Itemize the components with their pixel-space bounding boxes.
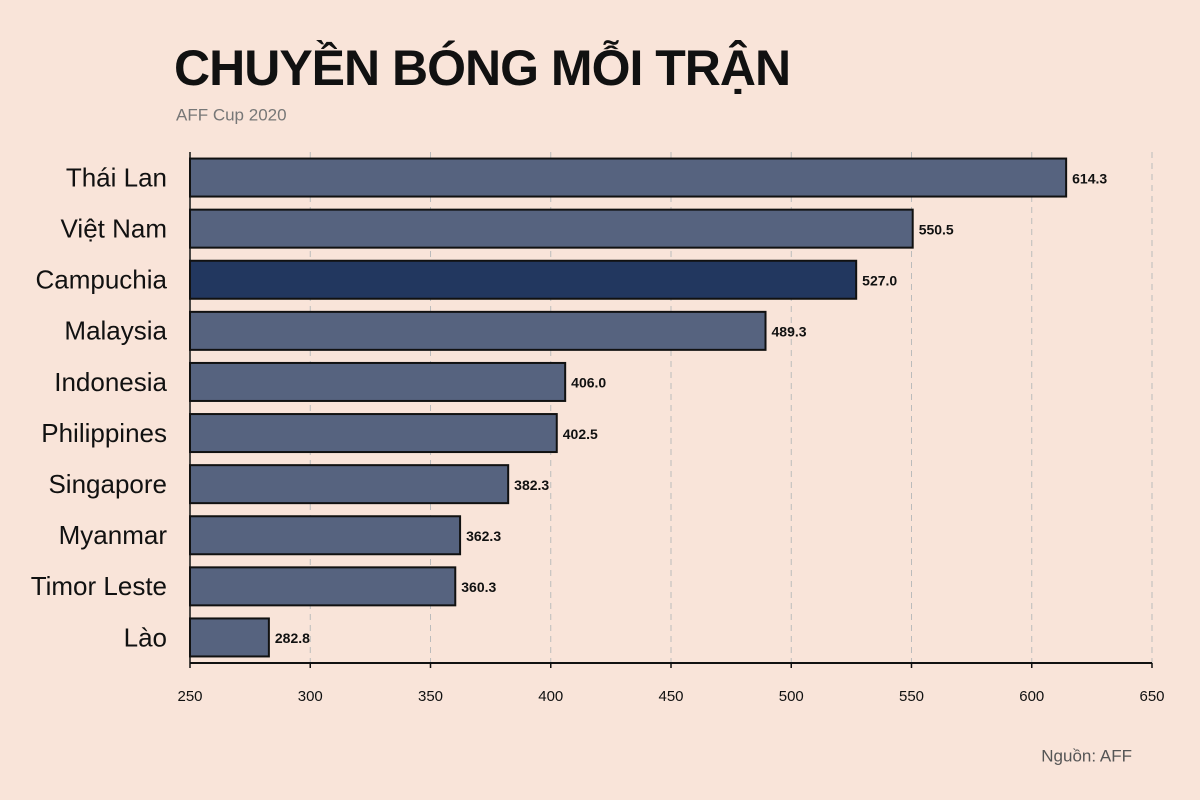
x-tick-label: 450 (658, 688, 683, 705)
chart-subtitle: AFF Cup 2020 (176, 105, 287, 124)
y-tick-label: Việt Nam (61, 214, 167, 244)
x-tick-label: 300 (298, 688, 323, 705)
value-label: 406.0 (571, 375, 606, 391)
bar (189, 566, 457, 607)
bar (189, 515, 462, 556)
value-label: 614.3 (1072, 170, 1107, 186)
bar (189, 413, 558, 454)
value-label: 362.3 (466, 528, 501, 544)
y-tick-label: Thái Lan (66, 162, 167, 192)
y-tick-label: Philippines (41, 418, 167, 448)
bar (189, 259, 858, 300)
value-label: 527.0 (862, 272, 897, 288)
bar (189, 310, 767, 351)
x-tick-label: 500 (779, 688, 804, 705)
y-tick-label: Timor Leste (31, 571, 167, 601)
value-label: 550.5 (919, 221, 954, 237)
bar (189, 208, 914, 249)
y-tick-label: Myanmar (59, 520, 168, 550)
value-label: 382.3 (514, 477, 549, 493)
bar (189, 464, 510, 505)
x-tick-label: 350 (418, 688, 443, 705)
bar (189, 361, 567, 402)
chart-title: CHUYỀN BÓNG MỖI TRẬN (174, 40, 790, 96)
bar (189, 157, 1068, 198)
bar (189, 617, 270, 658)
x-tick-label: 550 (899, 688, 924, 705)
source: Nguồn: AFF (1041, 746, 1132, 765)
x-tick-label: 650 (1139, 688, 1164, 705)
x-tick-label: 600 (1019, 688, 1044, 705)
y-tick-label: Indonesia (54, 367, 167, 397)
y-tick-label: Malaysia (64, 316, 167, 346)
y-tick-label: Campuchia (35, 265, 167, 295)
y-tick-label: Singapore (48, 469, 167, 499)
value-label: 402.5 (563, 426, 598, 442)
x-tick-label: 400 (538, 688, 563, 705)
value-label: 282.8 (275, 630, 310, 646)
value-label: 489.3 (772, 324, 807, 340)
x-tick-label: 250 (177, 688, 202, 705)
y-tick-label: Lào (124, 622, 167, 652)
value-label: 360.3 (461, 579, 496, 595)
